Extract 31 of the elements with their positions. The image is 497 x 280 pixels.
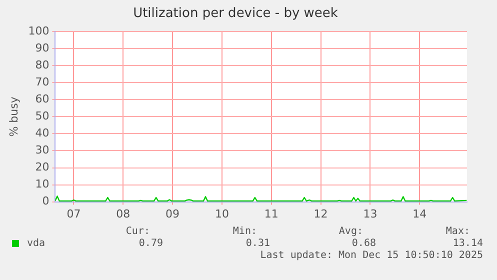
legend-label: vda bbox=[27, 238, 46, 249]
text: 0.79 bbox=[138, 238, 163, 249]
y-tick-label: 80 bbox=[35, 58, 50, 72]
x-tick-label: 11 bbox=[264, 207, 278, 220]
text: Min: bbox=[232, 226, 257, 237]
x-tick-label: 12 bbox=[314, 207, 328, 220]
chart-title: Utilization per device - by week bbox=[133, 6, 338, 22]
x-tick-label: 08 bbox=[116, 207, 130, 220]
text: Cur: bbox=[126, 226, 150, 237]
x-tick-label: 09 bbox=[166, 207, 180, 220]
text: 0.31 bbox=[246, 238, 270, 249]
x-tick-label: 07 bbox=[66, 207, 81, 220]
text: Last update: Mon Dec 15 10:50:10 2025 bbox=[260, 250, 483, 261]
text: 13.14 bbox=[452, 238, 483, 249]
y-tick-label: 50 bbox=[35, 110, 50, 123]
y-tick-label: 20 bbox=[35, 160, 50, 174]
y-tick-label: 30 bbox=[35, 144, 50, 157]
text: 0.68 bbox=[352, 238, 376, 249]
y-tick-label: 60 bbox=[35, 92, 50, 106]
y-axis-title: % busy bbox=[7, 96, 20, 137]
y-tick-label: 40 bbox=[35, 126, 50, 140]
text: Max: bbox=[446, 226, 470, 237]
y-tick-label: 0 bbox=[42, 194, 50, 208]
x-tick-label: 10 bbox=[214, 207, 229, 220]
x-tick-label: 13 bbox=[363, 207, 378, 220]
x-tick-label: 14 bbox=[412, 207, 427, 220]
y-tick-label: 10 bbox=[35, 178, 50, 191]
y-tick-label: 90 bbox=[35, 41, 50, 54]
y-tick-label: 70 bbox=[35, 76, 50, 89]
text: Avg: bbox=[338, 226, 363, 237]
y-tick-label: 100 bbox=[28, 24, 50, 38]
